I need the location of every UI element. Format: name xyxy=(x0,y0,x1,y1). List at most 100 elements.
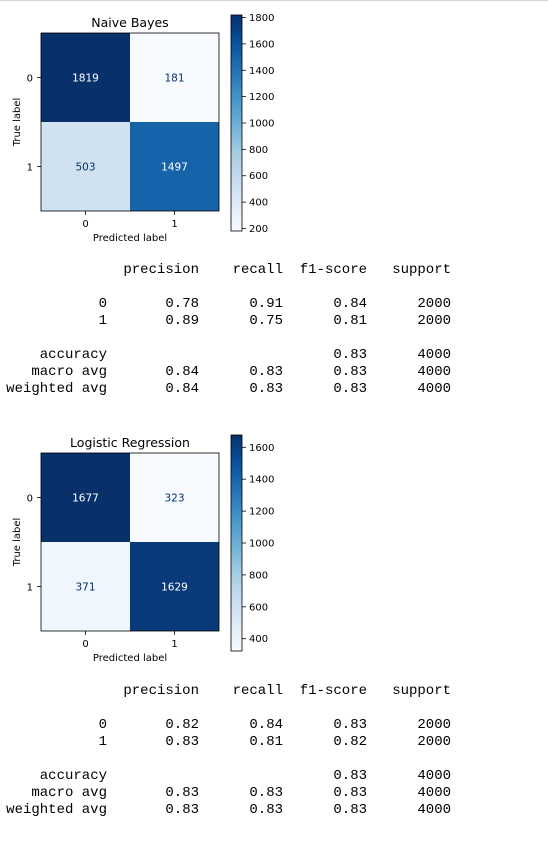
colorbar xyxy=(230,14,243,232)
matrix-cell xyxy=(41,122,130,211)
report-cell: 0.83 xyxy=(165,785,199,801)
report-cell: 0.84 xyxy=(165,364,199,380)
report-cell: 0.83 xyxy=(333,785,367,801)
colorbar-tick-label: 400 xyxy=(249,634,268,645)
report-cell: 4000 xyxy=(417,768,451,784)
report-cell: 2000 xyxy=(417,296,451,312)
matrix-cell xyxy=(41,542,130,631)
naive-bayes-confusion-matrix: Naive Bayes 1819 181 503 1497 0 1 0 1 Predicted l… xyxy=(12,13,274,244)
report-header: f1-score xyxy=(299,683,367,699)
report-cell: 0.83 xyxy=(333,364,367,380)
cell-value-label: 1677 xyxy=(72,493,99,505)
report-cell: 4000 xyxy=(417,347,451,363)
colorbar xyxy=(230,434,243,652)
report-cell: 2000 xyxy=(417,313,451,329)
colorbar-tick-label: 400 xyxy=(249,198,268,209)
report-cell: 0.83 xyxy=(333,717,367,733)
report-cell: 0.83 xyxy=(249,785,283,801)
cell-value-label: 323 xyxy=(164,493,184,505)
colorbar-tick-label: 1000 xyxy=(249,539,274,550)
top-divider xyxy=(0,0,548,1)
matrix-cell xyxy=(130,542,219,631)
report-summary-label: macro avg xyxy=(31,785,107,801)
report-cell: 0.81 xyxy=(333,313,367,329)
report-cell: 0.83 xyxy=(249,381,283,397)
matrix-cell xyxy=(130,453,219,542)
report-cell: 4000 xyxy=(417,364,451,380)
report-cell: 4000 xyxy=(417,802,451,818)
matrix-cell xyxy=(41,453,130,542)
y-axis-label: True label xyxy=(12,98,23,148)
report-summary-label: weighted avg xyxy=(6,381,107,397)
report-cell: 0.83 xyxy=(249,364,283,380)
report-header: recall xyxy=(232,262,283,278)
matrix-cell xyxy=(130,122,219,211)
colorbar-tick-label: 1200 xyxy=(249,507,274,518)
report-cell: 2000 xyxy=(417,734,451,750)
colorbar-tick-label: 1200 xyxy=(249,92,274,103)
x-axis-label: Predicted label xyxy=(93,233,167,244)
y-tick-label: 1 xyxy=(27,583,33,594)
report-header: recall xyxy=(232,683,283,699)
report-summary-label: macro avg xyxy=(31,364,107,380)
report-cell: 0.84 xyxy=(249,717,283,733)
report-cell: 0.89 xyxy=(165,313,199,329)
matrix-cell xyxy=(41,33,130,122)
report-cell: 0.82 xyxy=(165,717,199,733)
report-cell: 0.83 xyxy=(165,734,199,750)
plot-frame xyxy=(40,452,220,632)
x-tick-label: 1 xyxy=(171,219,177,230)
x-tick-label: 0 xyxy=(82,219,88,230)
cell-value-label: 1629 xyxy=(161,582,188,594)
report-summary-label: accuracy xyxy=(39,347,107,363)
colorbar-tick-label: 200 xyxy=(249,224,268,235)
report-header: precision xyxy=(123,683,199,699)
report-cell: 0.83 xyxy=(333,802,367,818)
colorbar-tick-label: 1400 xyxy=(249,66,274,77)
report-cell: 0.78 xyxy=(165,296,199,312)
report-header: f1-score xyxy=(299,262,367,278)
colorbar-tick-label: 800 xyxy=(249,145,268,156)
y-axis-label: True label xyxy=(12,518,23,568)
report-row-label: 0 xyxy=(98,717,107,733)
chart-title: Logistic Regression xyxy=(70,435,190,450)
x-tick-label: 0 xyxy=(82,639,88,650)
report-cell: 0.91 xyxy=(249,296,283,312)
colorbar-tick-label: 1000 xyxy=(249,119,274,130)
colorbar-tick-label: 1400 xyxy=(249,475,274,486)
report-cell: 0.83 xyxy=(333,347,367,363)
report-row-label: 1 xyxy=(98,734,107,750)
plot-frame xyxy=(40,32,220,212)
colorbar-tick-label: 600 xyxy=(249,171,268,182)
colorbar-tick-label: 600 xyxy=(249,602,268,613)
report-header: precision xyxy=(123,262,199,278)
report-header: support xyxy=(392,683,451,699)
x-tick-label: 1 xyxy=(171,639,177,650)
report-row-label: 0 xyxy=(98,296,107,312)
report-cell: 0.84 xyxy=(165,381,199,397)
cell-value-label: 503 xyxy=(75,162,95,174)
report-cell: 0.83 xyxy=(165,802,199,818)
report-summary-label: accuracy xyxy=(39,768,107,784)
cell-value-label: 1497 xyxy=(161,162,188,174)
colorbar-tick-label: 1600 xyxy=(249,443,274,454)
report-cell: 4000 xyxy=(417,381,451,397)
report-cell: 0.83 xyxy=(333,768,367,784)
report-cell: 0.84 xyxy=(333,296,367,312)
cell-value-label: 181 xyxy=(164,73,184,85)
report-row-label: 1 xyxy=(98,313,107,329)
matrix-cell xyxy=(130,33,219,122)
report-cell: 0.75 xyxy=(249,313,283,329)
cell-value-label: 371 xyxy=(75,582,95,594)
report-cell: 2000 xyxy=(417,717,451,733)
report-cell: 0.83 xyxy=(249,802,283,818)
logistic-regression-confusion-matrix: Logistic Regression 1677 323 371 1629 0 1 0 1 Pre… xyxy=(12,434,274,664)
colorbar-tick-label: 1600 xyxy=(249,39,274,50)
x-axis-label: Predicted label xyxy=(93,653,167,664)
report-cell: 0.81 xyxy=(249,734,283,750)
y-tick-label: 0 xyxy=(27,74,33,85)
cell-value-label: 1819 xyxy=(72,73,99,85)
logistic-regression-classification-report: precision recall f1-score support 0 0.82 0.84 0… xyxy=(0,683,548,823)
report-cell: 4000 xyxy=(417,785,451,801)
report-header: support xyxy=(392,262,451,278)
